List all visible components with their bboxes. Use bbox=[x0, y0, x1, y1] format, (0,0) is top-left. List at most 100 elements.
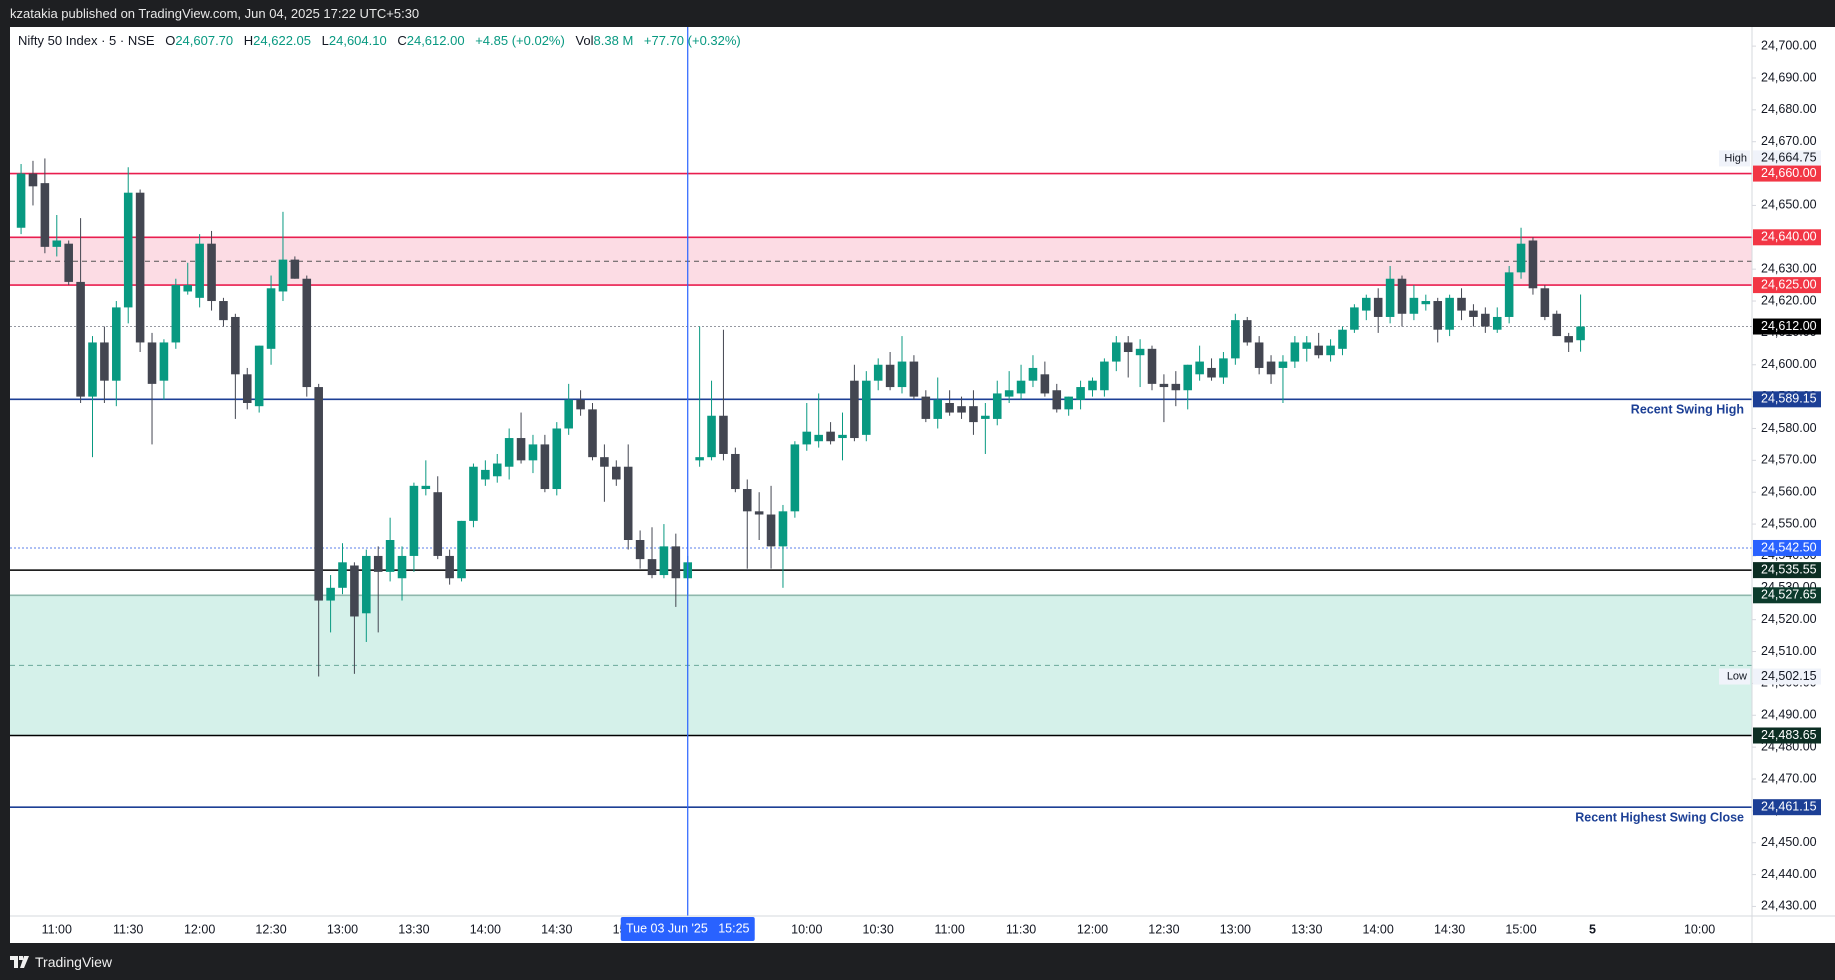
y-tick-label: 24,510.00 bbox=[1761, 644, 1817, 658]
candle-body bbox=[1445, 297, 1454, 330]
level-label: 24,660.00 bbox=[1761, 166, 1817, 180]
candle-body bbox=[897, 361, 907, 388]
x-tick-label: 13:30 bbox=[398, 922, 429, 936]
candle-body bbox=[731, 453, 740, 490]
y-tick-label: 24,570.00 bbox=[1761, 453, 1817, 467]
level-label: 24,535.55 bbox=[1761, 562, 1817, 576]
marker-box bbox=[1753, 668, 1821, 685]
candle-body bbox=[52, 240, 62, 247]
candle-body bbox=[88, 342, 97, 397]
x-tick-label: 10:30 bbox=[863, 922, 894, 936]
x-tick-label: 13:00 bbox=[1220, 922, 1251, 936]
change: +4.85 (+0.02%) bbox=[475, 33, 565, 48]
y-tick-label: 24,560.00 bbox=[1761, 485, 1817, 499]
marker-tag-box bbox=[1719, 668, 1750, 685]
publish-info: kzatakia published on TradingView.com, J… bbox=[10, 6, 420, 21]
candle-body bbox=[981, 415, 990, 419]
candle-body bbox=[1219, 358, 1228, 378]
x-tick-label: 12:00 bbox=[1077, 922, 1108, 936]
candle-body bbox=[671, 546, 681, 579]
candle-body bbox=[1314, 345, 1323, 356]
candle-body bbox=[385, 540, 395, 572]
x-tick-label: 12:30 bbox=[1148, 922, 1179, 936]
candle-body bbox=[64, 243, 73, 282]
y-tick-label: 24,470.00 bbox=[1761, 771, 1817, 785]
candle-body bbox=[242, 374, 252, 403]
candle-body bbox=[600, 457, 609, 467]
candle-body bbox=[147, 342, 157, 384]
candle-body bbox=[945, 402, 954, 413]
crosshair-label-box bbox=[620, 917, 755, 941]
candle-body bbox=[612, 466, 621, 480]
y-tick-label: 24,690.00 bbox=[1761, 70, 1817, 84]
candle-body bbox=[302, 278, 312, 388]
level-box bbox=[1753, 391, 1821, 408]
candle-body bbox=[719, 415, 728, 454]
candle-body bbox=[623, 466, 633, 541]
level-box bbox=[1753, 799, 1821, 816]
candle-body bbox=[112, 307, 121, 381]
candle-body bbox=[278, 259, 288, 292]
candle-body bbox=[1028, 367, 1038, 381]
candle-body bbox=[1504, 272, 1514, 317]
candle-body bbox=[338, 562, 347, 588]
y-tick-label: 24,520.00 bbox=[1761, 612, 1817, 626]
level-label: 24,612.00 bbox=[1761, 319, 1817, 333]
candle-body bbox=[528, 444, 538, 461]
candle-body bbox=[481, 469, 490, 480]
candle-body bbox=[1457, 297, 1466, 311]
ohlc-value: 24,604.10 bbox=[328, 33, 387, 48]
x-tick-label: 14:00 bbox=[1363, 922, 1394, 936]
x-tick-label: 13:30 bbox=[1291, 922, 1322, 936]
x-tick-label: 11:00 bbox=[934, 922, 964, 936]
candle-body bbox=[957, 406, 966, 413]
candle-body bbox=[1266, 361, 1276, 375]
ohlc-key: L bbox=[321, 33, 329, 48]
x-tick-label: 12:30 bbox=[255, 922, 286, 936]
volume-value: 8.38 M bbox=[593, 33, 634, 48]
candle-body bbox=[742, 489, 752, 512]
candle-body bbox=[457, 520, 466, 579]
marker-label: 24,664.75 bbox=[1761, 151, 1817, 165]
y-tick-label: 24,670.00 bbox=[1761, 134, 1817, 148]
candle-body bbox=[195, 243, 204, 298]
x-tick-label: 15:00 bbox=[1505, 922, 1536, 936]
y-tick-label: 24,430.00 bbox=[1761, 899, 1817, 913]
candle-body bbox=[16, 173, 26, 228]
candle-body bbox=[362, 555, 371, 614]
y-tick-label: 24,700.00 bbox=[1761, 38, 1817, 52]
x-tick-label: 11:30 bbox=[113, 922, 143, 936]
candle-body bbox=[909, 361, 919, 397]
y-tick-label: 24,490.00 bbox=[1761, 708, 1817, 722]
candle-body bbox=[1207, 367, 1216, 378]
candle-body bbox=[1564, 336, 1573, 343]
candle-body bbox=[933, 399, 943, 419]
candle-body bbox=[183, 285, 193, 292]
candle-body bbox=[850, 380, 859, 439]
x-tick-label: 5 bbox=[1589, 922, 1596, 936]
candle-body bbox=[754, 511, 764, 515]
y-tick-label: 24,600.00 bbox=[1761, 357, 1817, 371]
candle-body bbox=[373, 555, 383, 572]
candle-body bbox=[1302, 342, 1312, 349]
candle-body bbox=[838, 434, 847, 439]
candle-body bbox=[492, 463, 502, 477]
ohlc-key: C bbox=[397, 33, 407, 48]
candle-body bbox=[1469, 310, 1478, 317]
candle-body bbox=[588, 409, 597, 458]
candle-body bbox=[1397, 278, 1407, 314]
ohlc-value: 24,612.00 bbox=[406, 33, 465, 48]
candle-body bbox=[1326, 345, 1335, 356]
footer-bar: TradingView bbox=[0, 943, 1835, 980]
candle-body bbox=[766, 514, 776, 547]
candle-body bbox=[1231, 320, 1240, 359]
level-box bbox=[1753, 318, 1821, 335]
candle-body bbox=[421, 485, 431, 490]
candle-body bbox=[1552, 313, 1562, 337]
candle-body bbox=[290, 259, 300, 279]
candle-body bbox=[802, 431, 812, 445]
candle-body bbox=[635, 540, 645, 560]
candle-body bbox=[1147, 348, 1157, 384]
volume-change: +77.70 (+0.32%) bbox=[643, 33, 741, 48]
candle-body bbox=[969, 406, 978, 423]
